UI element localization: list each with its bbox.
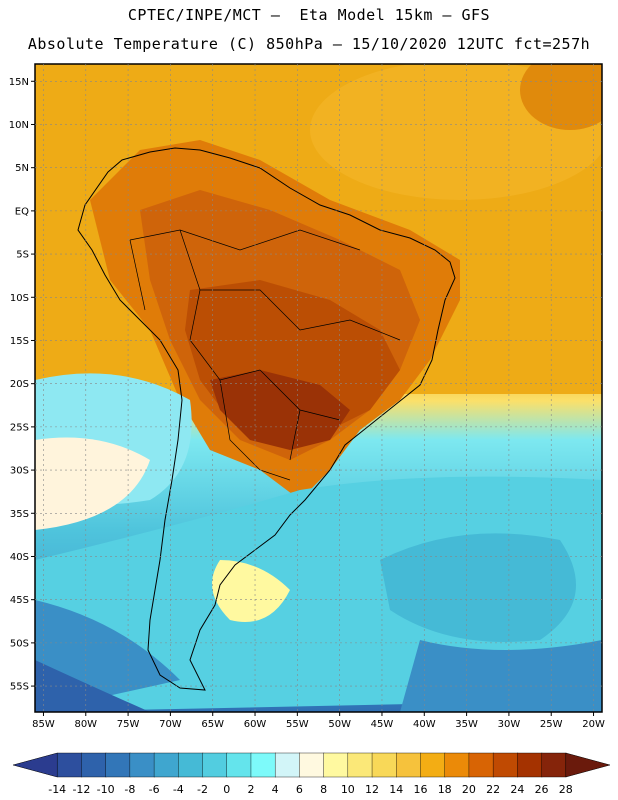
lat-tick-label: 25S	[10, 422, 29, 433]
lat-tick-label: 30S	[10, 466, 29, 477]
lat-tick-label: 45S	[10, 595, 29, 606]
colorbar-label: -14	[48, 783, 66, 796]
colorbar-arrow-low	[12, 752, 58, 778]
temperature-field	[35, 64, 602, 712]
lon-tick-label: 35W	[455, 719, 478, 730]
colorbar-swatch	[347, 752, 373, 778]
lat-tick-label: 20S	[10, 379, 29, 390]
colorbar-label: 14	[389, 783, 403, 796]
colorbar-label: 18	[438, 783, 452, 796]
colorbar-label: -12	[72, 783, 90, 796]
colorbar-swatch	[274, 752, 301, 778]
colorbar-label: -8	[124, 783, 135, 796]
colorbar-swatch	[420, 752, 446, 778]
lat-tick-label: 40S	[10, 552, 29, 563]
lat-tick-label: 5N	[15, 163, 29, 174]
colorbar-arrow-high	[565, 752, 611, 778]
lat-tick-label: 35S	[10, 509, 29, 520]
map-frame	[34, 63, 603, 713]
colorbar-label: 4	[272, 783, 279, 796]
colorbar-label: -4	[173, 783, 184, 796]
colorbar-swatch	[468, 752, 494, 778]
colorbar-swatch	[541, 752, 567, 778]
lon-tick-label: 30W	[498, 719, 521, 730]
colorbar-label: 12	[365, 783, 379, 796]
colorbar-swatch	[226, 752, 252, 778]
country-borders	[129, 229, 401, 481]
lon-tick-label: 55W	[286, 719, 309, 730]
colorbar-label: 8	[320, 783, 327, 796]
colorbar-swatch	[517, 752, 543, 778]
lat-tick-label: 10N	[9, 120, 29, 131]
colorbar-swatch	[299, 752, 325, 778]
lon-tick-label: 40W	[413, 719, 436, 730]
colorbar-label: 16	[413, 783, 427, 796]
colorbar-label: -2	[197, 783, 208, 796]
colorbar-label: 10	[341, 783, 355, 796]
lat-tick-label: 5S	[16, 250, 29, 261]
lat-tick-label: EQ	[15, 206, 29, 217]
colorbar-label: -10	[97, 783, 115, 796]
colorbar-swatch	[202, 752, 228, 778]
lat-tick-label: 50S	[10, 638, 29, 649]
colorbar-label: 2	[247, 783, 254, 796]
longitude-axis: 85W 80W 75W 70W 65W 60W 55W 50W 45W 40W 35W 30W 25W 2…	[32, 712, 605, 730]
colorbar-label: 20	[462, 783, 476, 796]
lat-tick-label: 10S	[10, 293, 29, 304]
colorbar-swatch	[250, 752, 276, 778]
lon-tick-label: 45W	[371, 719, 394, 730]
colorbar-label: -6	[149, 783, 160, 796]
temperature-colorbar: -14 -12 -10 -8 -6 -4 -2 0 2 4 6 8 10 12 14 16 18 20 22 24 26…	[12, 752, 611, 796]
colorbar-label: 0	[223, 783, 230, 796]
lon-tick-label: 65W	[201, 719, 224, 730]
colorbar-label: 24	[510, 783, 524, 796]
title-line-1: CPTEC/INPE/MCT – Eta Model 15km – GFS	[127, 6, 491, 24]
lon-tick-label: 20W	[582, 719, 605, 730]
colorbar-swatch	[178, 752, 204, 778]
lat-tick-label: 15N	[9, 77, 29, 88]
colorbar-swatch	[492, 752, 519, 778]
lon-tick-label: 75W	[117, 719, 140, 730]
lat-tick-label: 15S	[10, 336, 29, 347]
colorbar-label: 6	[296, 783, 303, 796]
lat-tick-label: 55S	[10, 682, 29, 693]
lon-tick-label: 60W	[244, 719, 267, 730]
colorbar-swatch	[153, 752, 180, 778]
colorbar-swatch	[105, 752, 131, 778]
lon-tick-label: 70W	[159, 719, 182, 730]
colorbar-label: 26	[535, 783, 549, 796]
lon-tick-label: 80W	[74, 719, 97, 730]
colorbar-swatch	[81, 752, 107, 778]
colorbar-swatch	[129, 752, 155, 778]
colorbar-swatch	[323, 752, 349, 778]
graticule	[35, 64, 602, 712]
lon-tick-label: 25W	[540, 719, 563, 730]
colorbar-label: 28	[559, 783, 573, 796]
colorbar-swatch	[371, 752, 397, 778]
colorbar-swatch	[444, 752, 470, 778]
lon-tick-label: 85W	[32, 719, 55, 730]
lon-tick-label: 50W	[328, 719, 351, 730]
colorbar-label: 22	[486, 783, 500, 796]
latitude-axis: 15N 10N 5N EQ 5S 10S 15S 20S 25S 30S 35S 40S 45S 50S 5…	[9, 77, 35, 693]
title-line-2: Absolute Temperature (C) 850hPa – 15/10/…	[27, 35, 591, 53]
colorbar-swatch	[57, 752, 83, 778]
south-america-outline	[77, 147, 456, 691]
colorbar-swatch	[396, 752, 422, 778]
